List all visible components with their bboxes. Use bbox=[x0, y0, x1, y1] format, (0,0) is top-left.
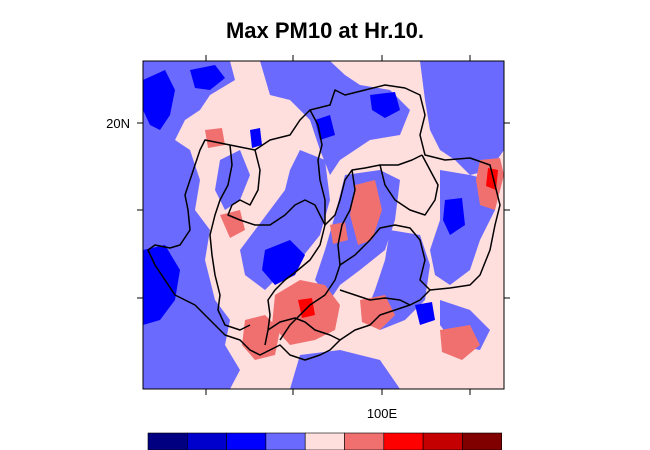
colorbar-box-8 bbox=[422, 432, 463, 450]
border-region-c bbox=[264, 109, 326, 346]
colorbar bbox=[147, 432, 502, 450]
border-region-g bbox=[339, 224, 431, 291]
light-red-regions bbox=[205, 128, 504, 360]
pm10-field bbox=[143, 61, 504, 389]
lat-label-20n: 20N bbox=[106, 116, 130, 131]
border-outer bbox=[147, 84, 501, 361]
colorbar-box-9 bbox=[462, 432, 502, 450]
border-region-h bbox=[339, 289, 411, 306]
colorbar-box-4 bbox=[265, 432, 306, 450]
tick-marks bbox=[137, 55, 510, 395]
border-region-e bbox=[279, 169, 356, 341]
region-borders bbox=[147, 84, 501, 361]
border-region-d bbox=[324, 154, 423, 226]
map-frame bbox=[142, 60, 505, 390]
colorbar-box-3 bbox=[226, 432, 267, 450]
border-region-a bbox=[209, 144, 251, 331]
colorbar-box-5 bbox=[304, 432, 345, 450]
colorbar-box-7 bbox=[383, 432, 424, 450]
border-region-f bbox=[379, 154, 439, 216]
lon-label-100e: 100E bbox=[367, 406, 398, 421]
colorbar-box-1 bbox=[147, 432, 188, 450]
map-title: Max PM10 at Hr.10. bbox=[225, 18, 425, 43]
colorbar-box-6 bbox=[344, 432, 385, 450]
colorbar-box-2 bbox=[187, 432, 227, 450]
border-region-i bbox=[267, 317, 341, 341]
border-region-b bbox=[227, 149, 326, 226]
